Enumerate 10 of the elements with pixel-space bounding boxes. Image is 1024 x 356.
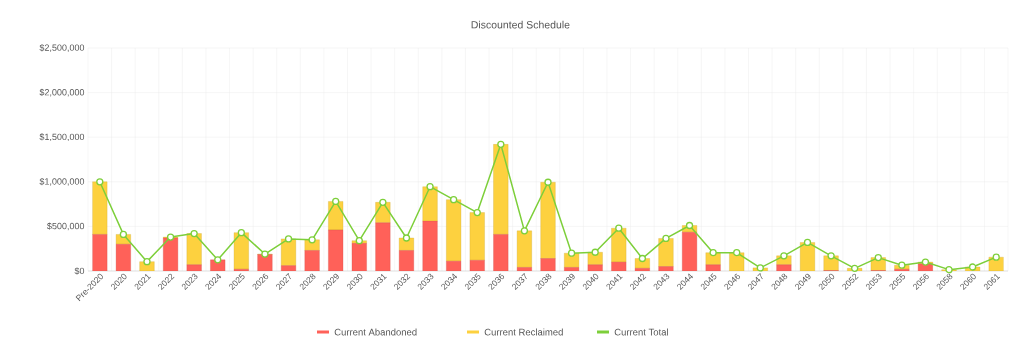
y-tick-label: $2,000,000 [39,88,85,97]
y-tick-label: $500,000 [47,222,85,231]
legend-label: Current Abandoned [334,328,417,336]
legend-label: Current Reclaimed [484,328,563,336]
y-tick-label: $1,000,000 [39,177,85,186]
legend-label: Current Total [614,328,668,336]
y-tick-label: $1,500,000 [39,133,85,142]
y-tick-label: $0 [74,267,85,275]
y-tick-label: $2,500,000 [39,44,85,52]
chart-title: Discounted Schedule [471,20,570,29]
